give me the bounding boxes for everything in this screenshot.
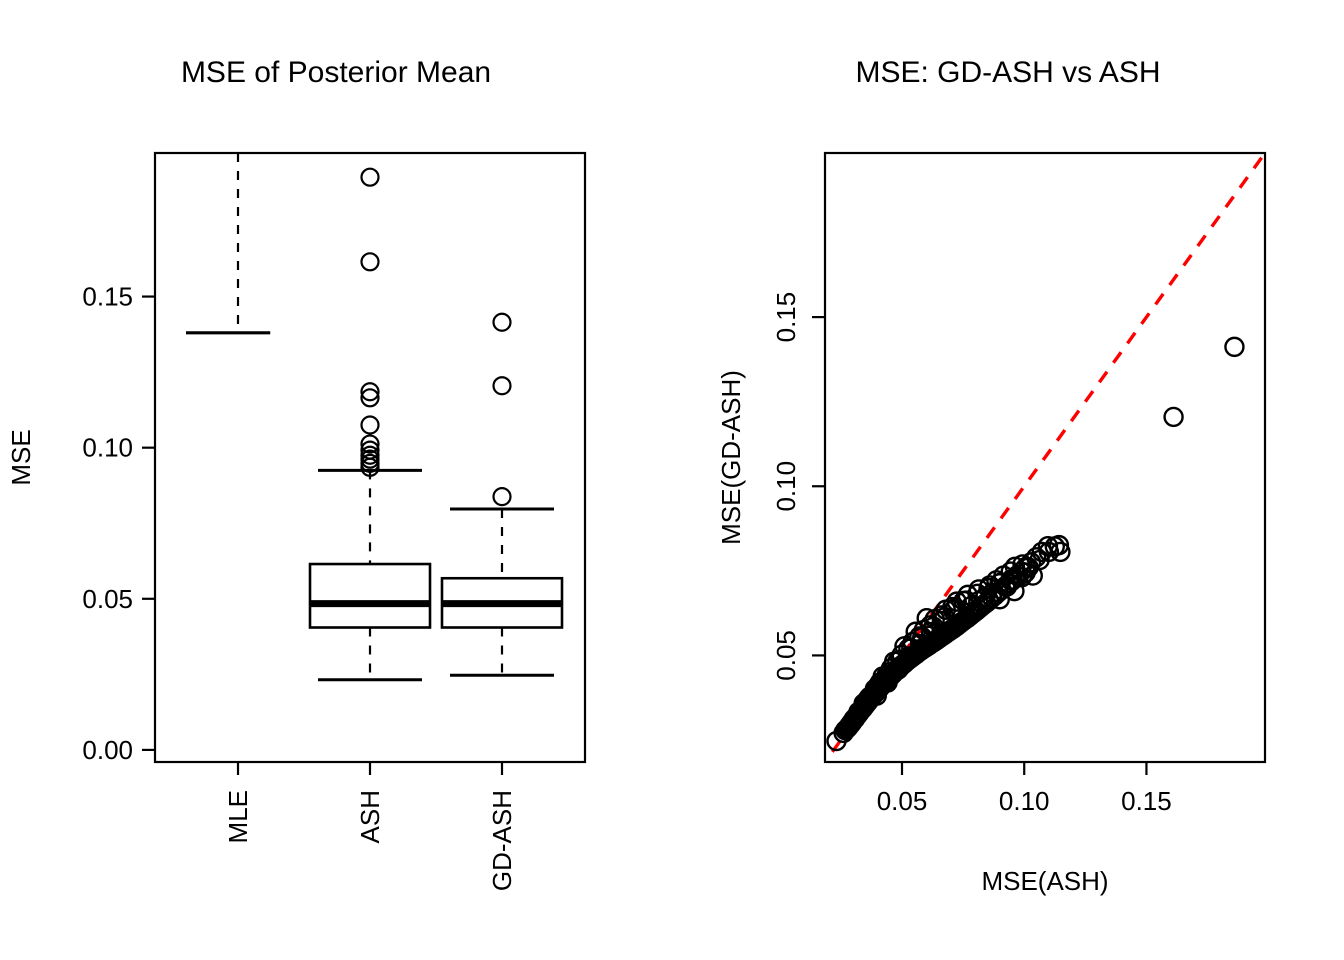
box-outlier <box>492 487 512 507</box>
scatter-frame <box>823 151 1267 764</box>
scatter-point <box>986 570 1007 591</box>
scatter-point <box>898 646 920 667</box>
scatter-point <box>898 638 919 659</box>
scatter-point <box>909 626 930 647</box>
scatter-point <box>843 708 865 730</box>
x-tick-label: 0.05 <box>877 786 928 816</box>
box-iqr <box>308 562 432 629</box>
y-tick-label: 0.15 <box>771 292 801 343</box>
scatter-point <box>946 591 967 612</box>
scatter-point <box>1163 406 1184 428</box>
box-group-ash <box>308 167 432 682</box>
box-outlier <box>360 382 380 402</box>
scatter-point <box>989 589 1010 610</box>
x-axis-label: MSE(ASH) <box>981 866 1108 896</box>
box-outlier <box>492 312 512 332</box>
x-tick-label-gd-ash: GD-ASH <box>487 790 517 891</box>
scatter-point <box>1050 541 1071 563</box>
scatter-point <box>865 679 886 700</box>
box-outlier <box>360 434 380 454</box>
scatter-title: MSE: GD-ASH vs ASH <box>855 56 1161 89</box>
box-outlier <box>360 457 380 477</box>
panel-boxplot: MSE of Posterior Mean 0.00 0.05 0.10 0.15 MS… <box>6 56 587 891</box>
box-outlier <box>360 167 380 187</box>
boxplot-title: MSE of Posterior Mean <box>180 56 492 89</box>
x-tick-label: 0.10 <box>999 786 1050 816</box>
y-tick-label: 0.15 <box>82 282 133 312</box>
x-tick-label-ash: ASH <box>355 790 385 843</box>
x-tick-label-mle: MLE <box>223 790 253 843</box>
y-tick-label: 0.05 <box>82 584 133 614</box>
y-tick-label: 0.10 <box>771 461 801 512</box>
scatter-canvas: 0.05 0.10 0.15 MSE(GD-ASH) 0.05 0.10 0.15 MSE(A… <box>716 151 1267 896</box>
y-tick-label: 0.05 <box>771 630 801 681</box>
scatter-point <box>877 672 898 693</box>
scatter-point <box>888 659 909 680</box>
y-axis-label: MSE(GD-ASH) <box>716 370 746 545</box>
scatter-points-group <box>826 336 1245 752</box>
y-tick-label: 0.00 <box>82 735 133 765</box>
box-outlier <box>360 415 380 435</box>
y-tick-label: 0.10 <box>82 433 133 463</box>
box-outlier <box>360 388 380 408</box>
scatter-point <box>1029 549 1050 571</box>
scatter-point <box>887 651 908 672</box>
x-tick-label: 0.15 <box>1121 786 1172 816</box>
scatter-point <box>854 694 875 715</box>
box-group-mle <box>186 153 271 335</box>
box-group-gd-ash <box>440 312 564 677</box>
panel-scatter: MSE: GD-ASH vs ASH 0.05 0.10 0.15 MSE(GD-AS… <box>672 0 1344 960</box>
y-axis-label: MSE <box>6 429 36 485</box>
box-outlier <box>492 376 512 396</box>
box-outlier <box>360 252 380 272</box>
boxplot-canvas: 0.00 0.05 0.10 0.15 MSE MLE ASH GD-ASH <box>6 151 587 891</box>
scatter-point <box>960 595 982 617</box>
scatter-point <box>1224 336 1245 358</box>
scatter-point <box>876 665 897 686</box>
